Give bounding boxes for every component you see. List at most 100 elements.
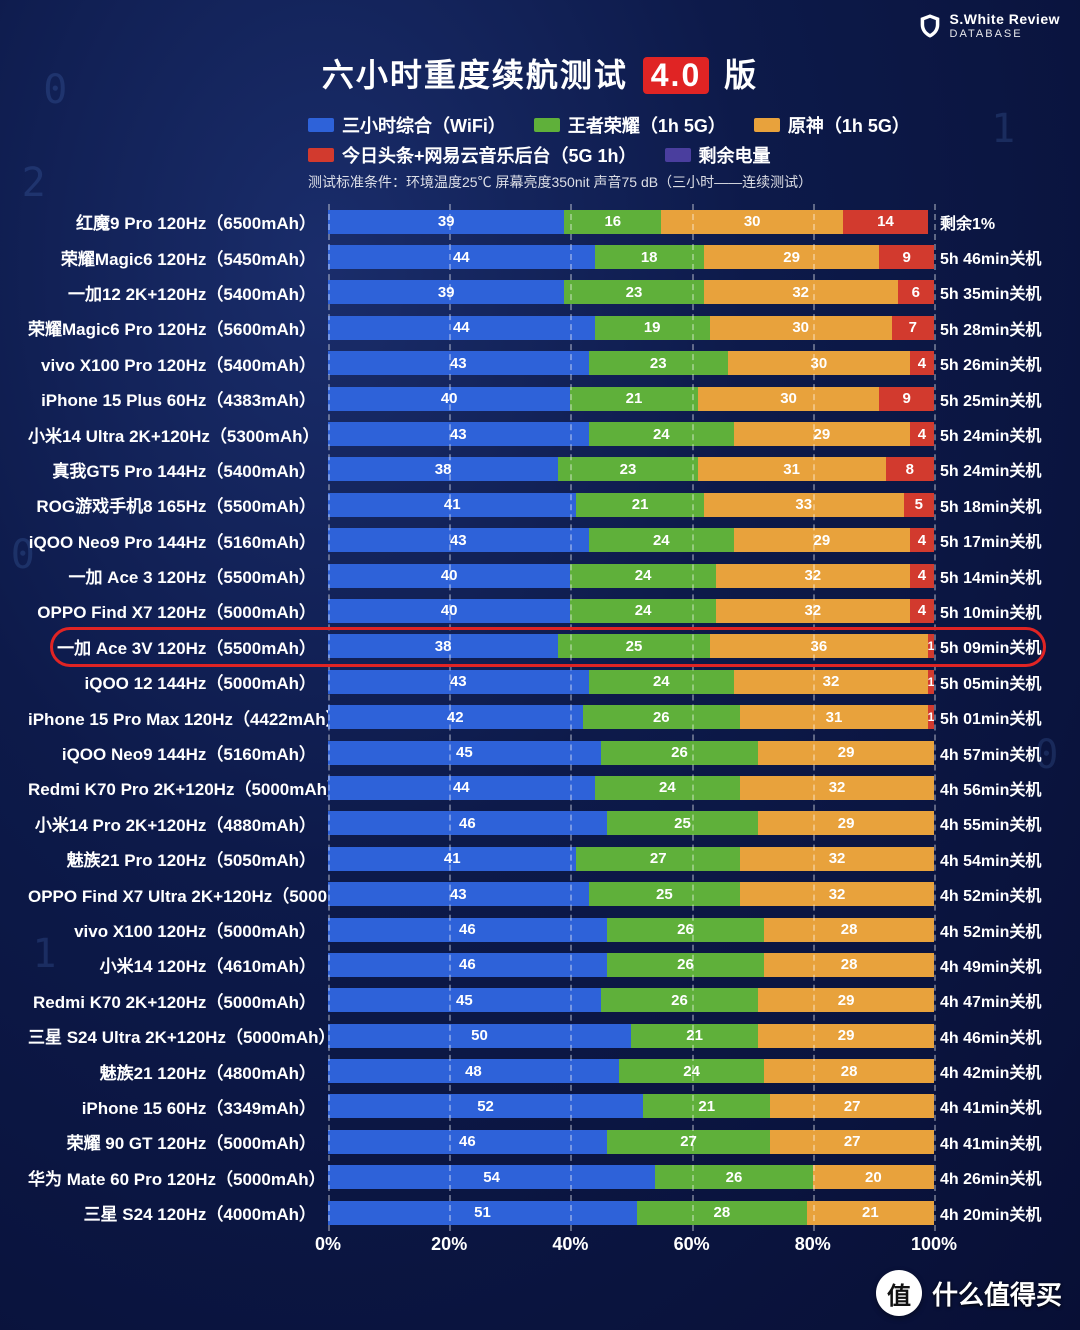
row-endlabel: 5h 25min关机 <box>940 387 1052 411</box>
watermark: 值 什么值得买 <box>876 1270 1062 1316</box>
row-label: iQOO 12 144Hz（5000mAh） <box>28 669 328 694</box>
poster: 02 01 10 S.White Review DATABASE 六小时重度续航… <box>0 0 1080 1330</box>
x-tick: 20% <box>431 1234 467 1255</box>
row-endlabel: 5h 18min关机 <box>940 493 1052 517</box>
row-endlabel: 5h 01min关机 <box>940 705 1052 729</box>
legend-swatch <box>308 118 334 132</box>
legend-swatch <box>754 118 780 132</box>
legend-swatch <box>534 118 560 132</box>
row-endlabel: 4h 55min关机 <box>940 811 1052 835</box>
row-endlabel: 5h 24min关机 <box>940 422 1052 446</box>
row-endlabel: 5h 17min关机 <box>940 528 1052 552</box>
legend-swatch <box>665 148 691 162</box>
row-label: 魅族21 120Hz（4800mAh） <box>28 1059 328 1084</box>
grid-line <box>692 204 694 1231</box>
row-label: 三星 S24 120Hz（4000mAh） <box>28 1200 328 1225</box>
row-endlabel: 4h 47min关机 <box>940 988 1052 1012</box>
row-label: 魅族21 Pro 120Hz（5050mAh） <box>28 846 328 871</box>
legend-label: 王者荣耀（1h 5G） <box>568 112 726 138</box>
grid-line <box>813 204 815 1231</box>
row-endlabel: 4h 57min关机 <box>940 741 1052 765</box>
row-label: 一加 Ace 3 120Hz（5500mAh） <box>28 563 328 588</box>
row-label: iQOO Neo9 144Hz（5160mAh） <box>28 740 328 765</box>
row-endlabel: 5h 14min关机 <box>940 564 1052 588</box>
row-label: 红魔9 Pro 120Hz（6500mAh） <box>28 209 328 234</box>
legend-label: 原神（1h 5G） <box>788 112 910 138</box>
row-label: 荣耀Magic6 120Hz（5450mAh） <box>28 245 328 270</box>
row-label: 一加12 2K+120Hz（5400mAh） <box>28 280 328 305</box>
x-tick: 100% <box>911 1234 957 1255</box>
row-label: 荣耀 90 GT 120Hz（5000mAh） <box>28 1129 328 1154</box>
legend-label: 剩余电量 <box>699 142 771 168</box>
row-label: 荣耀Magic6 Pro 120Hz（5600mAh） <box>28 315 328 340</box>
watermark-text: 什么值得买 <box>932 1275 1062 1312</box>
shield-icon <box>916 12 944 40</box>
plot-grid <box>328 204 934 1231</box>
legend-swatch <box>308 148 334 162</box>
x-tick: 60% <box>674 1234 710 1255</box>
x-tick: 80% <box>795 1234 831 1255</box>
row-label: Redmi K70 Pro 2K+120Hz（5000mAh） <box>28 775 328 800</box>
x-axis: 0%20%40%60%80%100% <box>328 1230 934 1258</box>
row-label: iPhone 15 Plus 60Hz（4383mAh） <box>28 386 328 411</box>
row-label: 小米14 120Hz（4610mAh） <box>28 952 328 977</box>
grid-line <box>449 204 451 1231</box>
row-label: Redmi K70 2K+120Hz（5000mAh） <box>28 988 328 1013</box>
row-label: 三星 S24 Ultra 2K+120Hz（5000mAh） <box>28 1023 328 1048</box>
row-endlabel: 4h 49min关机 <box>940 953 1052 977</box>
legend-item: 今日头条+网易云音乐后台（5G 1h） <box>308 142 637 168</box>
row-label: iPhone 15 60Hz（3349mAh） <box>28 1094 328 1119</box>
legend-label: 三小时综合（WiFi） <box>342 112 506 138</box>
row-label: 小米14 Pro 2K+120Hz（4880mAh） <box>28 811 328 836</box>
brand-line1: S.White Review <box>950 12 1060 27</box>
row-endlabel: 4h 26min关机 <box>940 1165 1052 1189</box>
chart-area: 红魔9 Pro 120Hz（6500mAh）39163014剩余1%荣耀Magi… <box>28 204 1052 1259</box>
row-endlabel: 4h 52min关机 <box>940 918 1052 942</box>
legend-item: 原神（1h 5G） <box>754 112 910 138</box>
legend-item: 王者荣耀（1h 5G） <box>534 112 726 138</box>
row-endlabel: 5h 10min关机 <box>940 599 1052 623</box>
title-post: 版 <box>724 57 758 93</box>
brand-line2: DATABASE <box>950 28 1060 40</box>
row-endlabel: 4h 54min关机 <box>940 847 1052 871</box>
row-label: 小米14 Ultra 2K+120Hz（5300mAh） <box>28 422 328 447</box>
row-endlabel: 5h 26min关机 <box>940 351 1052 375</box>
row-endlabel: 5h 28min关机 <box>940 316 1052 340</box>
legend-item: 三小时综合（WiFi） <box>308 112 506 138</box>
row-endlabel: 4h 41min关机 <box>940 1094 1052 1118</box>
row-label: iQOO Neo9 Pro 144Hz（5160mAh） <box>28 528 328 553</box>
row-endlabel: 4h 20min关机 <box>940 1201 1052 1225</box>
row-endlabel: 剩余1% <box>940 210 1052 234</box>
row-endlabel: 4h 42min关机 <box>940 1059 1052 1083</box>
row-endlabel: 4h 46min关机 <box>940 1024 1052 1048</box>
x-tick: 0% <box>315 1234 341 1255</box>
grid-line <box>328 204 330 1231</box>
row-endlabel: 5h 35min关机 <box>940 280 1052 304</box>
row-label: OPPO Find X7 Ultra 2K+120Hz（5000mAh） <box>28 882 328 907</box>
row-endlabel: 4h 41min关机 <box>940 1130 1052 1154</box>
row-endlabel: 5h 46min关机 <box>940 245 1052 269</box>
row-endlabel: 4h 52min关机 <box>940 882 1052 906</box>
legend-label: 今日头条+网易云音乐后台（5G 1h） <box>342 142 637 168</box>
grid-line <box>934 204 936 1231</box>
row-endlabel: 5h 05min关机 <box>940 670 1052 694</box>
row-endlabel: 5h 24min关机 <box>940 457 1052 481</box>
title-version-badge: 4.0 <box>643 57 709 94</box>
grid-line <box>570 204 572 1231</box>
row-label: 华为 Mate 60 Pro 120Hz（5000mAh） <box>28 1165 328 1190</box>
row-label: vivo X100 120Hz（5000mAh） <box>28 917 328 942</box>
brand-logo: S.White Review DATABASE <box>916 12 1060 40</box>
title-pre: 六小时重度续航测试 <box>322 57 628 93</box>
row-label: 一加 Ace 3V 120Hz（5500mAh） <box>28 634 328 659</box>
row-label: ROG游戏手机8 165Hz（5500mAh） <box>28 492 328 517</box>
row-endlabel: 5h 09min关机 <box>940 634 1052 658</box>
legend: 三小时综合（WiFi） 王者荣耀（1h 5G） 原神（1h 5G） 今日头条+网易云… <box>308 112 1052 168</box>
chart-title: 六小时重度续航测试 4.0 版 <box>28 50 1052 96</box>
row-label: OPPO Find X7 120Hz（5000mAh） <box>28 598 328 623</box>
watermark-badge: 值 <box>876 1270 922 1316</box>
legend-item: 剩余电量 <box>665 142 771 168</box>
row-label: vivo X100 Pro 120Hz（5400mAh） <box>28 351 328 376</box>
x-tick: 40% <box>552 1234 588 1255</box>
row-endlabel: 4h 56min关机 <box>940 776 1052 800</box>
row-label: 真我GT5 Pro 144Hz（5400mAh） <box>28 457 328 482</box>
